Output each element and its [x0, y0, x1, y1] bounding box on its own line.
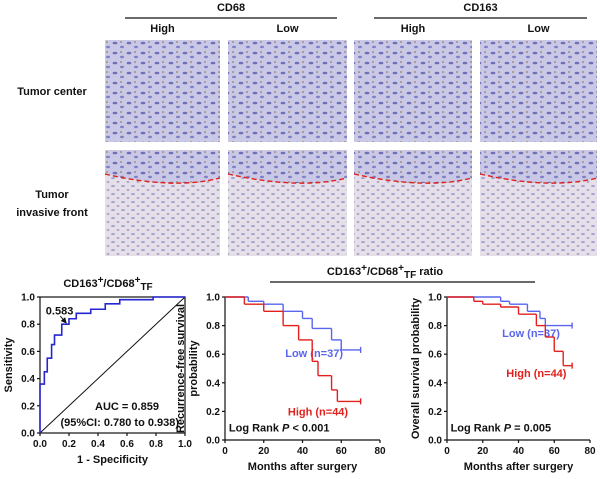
epithelium: [354, 150, 472, 184]
x-tick-label: 20: [477, 446, 489, 457]
micrograph: [105, 40, 220, 142]
level-label: High: [401, 23, 426, 35]
plot-frame: [39, 296, 186, 434]
series-label: High (n=44): [288, 407, 349, 419]
y-tick-label: 0.4: [21, 374, 35, 385]
micrograph: [480, 40, 597, 142]
level-label: High: [150, 23, 175, 35]
auc-label: AUC = 0.859: [95, 401, 159, 413]
x-tick-label: 40: [513, 446, 525, 457]
x-tick-label: 60: [336, 446, 348, 457]
x-tick-label: 20: [258, 446, 270, 457]
roc-curve: [39, 296, 185, 433]
x-tick-label: 60: [549, 446, 561, 457]
x-axis-label: 1 - Specificity: [77, 454, 149, 466]
title-part: +: [361, 263, 367, 274]
x-tick-label: 0: [444, 446, 450, 457]
y-tick-label: 1.0: [428, 293, 442, 304]
y-tick-label: 0.8: [428, 321, 442, 332]
y-axis-label: Overall survival probability: [410, 297, 422, 439]
y-tick-label: 1.0: [206, 293, 220, 304]
x-tick-label: 40: [297, 446, 309, 457]
series-label: Low (n=37): [502, 328, 560, 340]
y-tick-label: 0.2: [428, 407, 442, 418]
x-tick-label: 80: [374, 446, 386, 457]
epithelium: [480, 150, 597, 184]
title-part: +: [398, 263, 404, 274]
ratio-title: CD163+/CD68+TF ratio: [327, 263, 444, 281]
log-rank-part: P: [504, 422, 512, 434]
x-axis-label: Months after surgery: [464, 461, 574, 473]
title-part: /CD68: [367, 266, 398, 278]
log-rank-part: = 0.005: [511, 422, 551, 434]
y-tick-label: 0.2: [206, 407, 220, 418]
y-tick-label: 0.6: [428, 350, 442, 361]
invasive-front-line: [479, 173, 598, 184]
y-tick-label: 0.0: [428, 436, 442, 447]
series-label: Low (n=37): [285, 348, 343, 360]
x-tick-label: 0.0: [33, 439, 47, 450]
micrograph: [354, 40, 472, 142]
invasive-front-line: [353, 173, 473, 184]
roc-title: CD163+/CD68+TF: [63, 275, 152, 293]
cutoff-arrow: [59, 315, 67, 324]
x-tick-label: 0.4: [91, 439, 105, 450]
histology: CD68 High Low CD163 High Low Tumor center Tumor…: [16, 2, 598, 256]
y-tick-label: 0.4: [206, 378, 220, 389]
log-rank-part: Log Rank: [451, 422, 504, 434]
log-rank: Log Rank P = 0.005: [451, 422, 552, 434]
title-part: CD163: [63, 278, 97, 290]
row-label: Tumor: [35, 189, 69, 201]
log-rank-part: Log Rank: [229, 422, 282, 434]
y-axis-label: Sensitivity: [3, 337, 15, 393]
invasive-front-line: [227, 173, 348, 184]
y-tick-label: 0.2: [21, 401, 35, 412]
y-tick-label: 0.8: [21, 320, 35, 331]
y-tick-label: 0.6: [206, 350, 220, 361]
title-part: /CD68: [103, 278, 134, 290]
row-label: invasive front: [16, 207, 88, 219]
level-label: Low: [528, 23, 550, 35]
y-tick-label: 1.0: [21, 293, 35, 304]
title-part: ratio: [416, 266, 443, 278]
group-label: CD68: [217, 2, 245, 14]
x-axis-label: Months after surgery: [248, 461, 358, 473]
x-tick-label: 0: [222, 446, 228, 457]
epithelium: [105, 150, 220, 184]
y-axis-label: Recurrence-free survival: [175, 304, 187, 433]
invasive-front-line: [104, 173, 221, 184]
log-rank-part: < 0.001: [289, 422, 329, 434]
y-tick-label: 0.4: [428, 378, 442, 389]
epithelium: [228, 150, 347, 184]
ci-label: (95%CI: 0.780 to 0.938): [60, 417, 179, 429]
x-tick-label: 80: [584, 446, 596, 457]
y-tick-label: 0.8: [206, 321, 220, 332]
title-part: TF: [404, 270, 416, 281]
row-label: Tumor center: [17, 86, 87, 98]
group-label: CD163: [463, 2, 497, 14]
y-tick-label: 0.6: [21, 347, 35, 358]
x-tick-label: 0.2: [62, 439, 76, 450]
y-tick-label: 0.0: [21, 429, 35, 440]
title-part: +: [135, 275, 141, 286]
level-label: Low: [277, 23, 299, 35]
reference-line: [39, 296, 186, 434]
x-tick-label: 1.0: [178, 439, 192, 450]
y-axis-label: probability: [188, 340, 200, 397]
series-label: High (n=44): [506, 368, 567, 380]
log-rank-part: P: [282, 422, 290, 434]
title-part: +: [98, 275, 104, 286]
x-tick-label: 0.6: [120, 439, 134, 450]
cutoff-label: 0.583: [46, 306, 74, 318]
y-tick-label: 0.0: [206, 436, 220, 447]
title-part: TF: [140, 282, 152, 293]
x-tick-label: 0.8: [149, 439, 163, 450]
log-rank: Log Rank P < 0.001: [229, 422, 330, 434]
title-part: CD163: [327, 266, 361, 278]
micrograph: [228, 40, 347, 142]
